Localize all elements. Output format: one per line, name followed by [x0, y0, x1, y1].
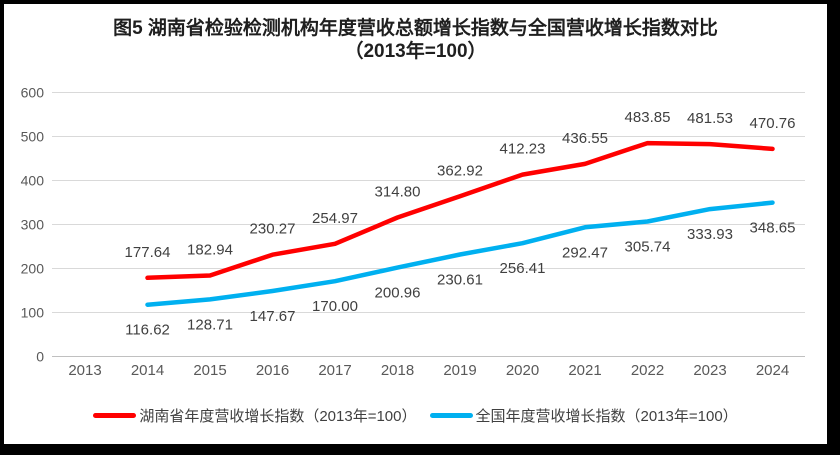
x-tick-label-2015: 2015 [193, 362, 226, 379]
x-tick-label-2020: 2020 [506, 362, 539, 379]
data-label-1-2018: 200.96 [375, 285, 421, 302]
legend-swatch-red-line [93, 413, 137, 418]
chart-title-line1: 图5 湖南省检验检测机构年度营收总额增长指数与全国营收增长指数对比 [113, 18, 718, 39]
data-label-0-2015: 182.94 [187, 241, 233, 258]
data-label-0-2020: 412.23 [500, 141, 546, 158]
y-tick-label-200: 200 [21, 261, 45, 277]
data-label-0-2018: 314.80 [375, 183, 421, 200]
series-line-0 [145, 140, 775, 281]
data-label-0-2019: 362.92 [437, 162, 483, 179]
data-label-1-2023: 333.93 [687, 226, 733, 243]
data-label-1-2020: 256.41 [500, 260, 546, 277]
data-label-0-2016: 230.27 [250, 221, 296, 238]
legend-label-national: 全国年度营收增长指数（2013年=100） [475, 408, 738, 425]
data-label-1-2019: 230.61 [437, 272, 483, 289]
x-tick-label-2018: 2018 [381, 362, 414, 379]
y-tick-label-400: 400 [21, 173, 45, 189]
data-label-1-2021: 292.47 [562, 244, 608, 261]
data-label-0-2022: 483.85 [625, 109, 671, 126]
data-label-1-2015: 128.71 [187, 316, 233, 333]
data-label-0-2017: 254.97 [312, 210, 358, 227]
data-label-1-2016: 147.67 [250, 308, 296, 325]
series-line-1 [145, 200, 775, 307]
x-tick-label-2024: 2024 [756, 362, 789, 379]
x-tick-label-2023: 2023 [693, 362, 726, 379]
y-tick-label-500: 500 [21, 129, 45, 145]
y-tick-label-600: 600 [21, 85, 45, 101]
y-tick-label-100: 100 [21, 305, 45, 321]
data-label-0-2021: 436.55 [562, 130, 608, 147]
data-label-1-2014: 116.62 [125, 322, 170, 339]
x-tick-label-2016: 2016 [256, 362, 289, 379]
data-label-0-2014: 177.64 [125, 244, 171, 261]
x-tick-label-2017: 2017 [318, 362, 351, 379]
data-label-1-2022: 305.74 [625, 238, 671, 255]
data-label-1-2024: 348.65 [750, 220, 796, 237]
x-tick-label-2022: 2022 [631, 362, 664, 379]
y-tick-label-0: 0 [36, 349, 44, 365]
legend-swatch-blue-line [429, 413, 473, 418]
data-label-0-2024: 470.76 [750, 115, 796, 132]
x-tick-label-2014: 2014 [131, 362, 164, 379]
legend-item-national: 全国年度营收增长指数（2013年=100） [429, 405, 738, 426]
data-label-1-2017: 170.00 [312, 298, 358, 315]
x-tick-label-2019: 2019 [443, 362, 476, 379]
data-label-0-2023: 481.53 [687, 110, 733, 127]
legend-label-hunan: 湖南省年度营收增长指数（2013年=100） [139, 408, 417, 425]
x-tick-label-2013: 2013 [68, 362, 101, 379]
x-tick-label-2021: 2021 [568, 362, 601, 379]
chart-legend: 湖南省年度营收增长指数（2013年=100） 全国年度营收增长指数（2013年=… [4, 405, 827, 426]
chart-title: 图5 湖南省检验检测机构年度营收总额增长指数与全国营收增长指数对比 （2013年… [4, 17, 827, 63]
y-tick-label-300: 300 [21, 217, 45, 233]
chart-title-line2: （2013年=100） [344, 41, 487, 62]
legend-item-hunan: 湖南省年度营收增长指数（2013年=100） [93, 405, 417, 426]
